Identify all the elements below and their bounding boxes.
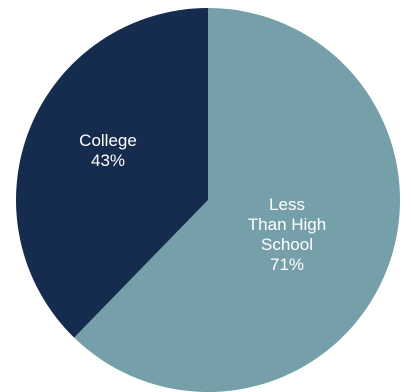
pie-slice-0 [74,8,401,392]
slice-value-label: 43% [91,151,125,170]
slice-label-1: College 43% [79,131,137,170]
pie-slice-1 [16,8,209,338]
slice-category-label: Than High [248,215,326,234]
slice-category-label: School [261,235,313,254]
slice-category-label: College [79,131,137,150]
slice-value-label: 71% [270,255,304,274]
slice-category-label: Less [269,195,305,214]
slice-label-0: Less Than High School 71% [248,195,326,274]
